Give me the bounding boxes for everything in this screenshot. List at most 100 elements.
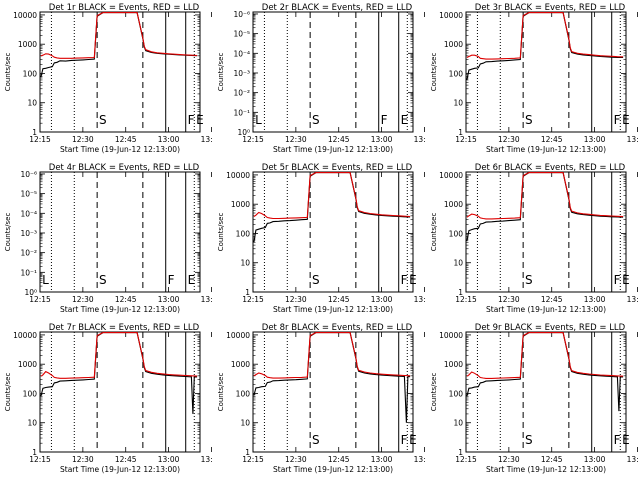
plot-frame <box>465 331 627 453</box>
chart-title: Det 3r BLACK = Events, RED = LLD <box>475 3 626 13</box>
flag-marker: F <box>614 433 621 447</box>
series-events <box>40 12 198 78</box>
x-tick-label: 12:45 <box>541 135 563 144</box>
y-axis-label: Counts/sec <box>430 373 438 412</box>
chart-title: Det 5r BLACK = Events, RED = LLD <box>262 163 413 173</box>
y-tick-label: 10000 <box>439 331 463 340</box>
flag-marker: E <box>401 113 409 127</box>
x-tick-label: 12:45 <box>115 135 137 144</box>
flag-marker: S <box>312 433 320 447</box>
y-tick-label: 1000 <box>444 360 463 369</box>
series-lld <box>40 12 198 59</box>
chart-title: Det 2r BLACK = Events, RED = LLD <box>262 3 413 13</box>
y-axis-label: Counts/sec <box>4 213 12 252</box>
y-tick-label: 10 <box>453 99 463 108</box>
y-tick-label: 10⁻⁵ <box>20 190 37 199</box>
chart-svg: Det 3r BLACK = Events, RED = LLD 1 10 100 10… <box>430 3 639 154</box>
x-tick-label: 12:45 <box>328 295 350 304</box>
y-axis-label: Counts/sec <box>430 213 438 252</box>
chart-title: Det 4r BLACK = Events, RED = LLD <box>49 163 200 173</box>
x-tick-label: 12:15 <box>29 455 51 464</box>
y-tick-label: 100 <box>236 389 251 398</box>
chart-svg: Det 4r BLACK = Events, RED = LLD 10⁰ 10⁻¹ 1… <box>4 163 213 314</box>
y-tick-label: 10 <box>27 419 37 428</box>
series-events <box>466 172 624 242</box>
y-tick-label: 10⁻¹ <box>20 268 37 277</box>
plot-frame <box>465 171 627 293</box>
chart-panel-8: Det 8r BLACK = Events, RED = LLD 1 10 100 10… <box>213 320 426 480</box>
chart-svg: Det 2r BLACK = Events, RED = LLD 10⁰ 10⁻¹ 1… <box>217 3 426 154</box>
series-events <box>40 332 198 414</box>
x-tick-label: 12:30 <box>498 135 520 144</box>
y-tick-label: 10⁻¹ <box>233 108 250 117</box>
y-tick-label: 10 <box>27 99 37 108</box>
y-axis-label: Counts/sec <box>4 53 12 92</box>
y-tick-label: 10⁻² <box>233 89 250 98</box>
flag-marker: E <box>409 433 417 447</box>
flag-marker: L <box>255 113 262 127</box>
plot-frame <box>39 331 201 453</box>
x-tick-label: 12:30 <box>285 135 307 144</box>
x-tick-label: 12:15 <box>242 135 264 144</box>
series-lld <box>253 332 411 379</box>
x-axis-label: Start Time (19-Jun-12 12:13:00) <box>273 465 393 474</box>
flag-marker: S <box>99 273 107 287</box>
flag-marker: L <box>42 273 49 287</box>
y-tick-label: 1 <box>32 128 37 137</box>
series-lld <box>40 332 198 379</box>
x-tick-label: 12:30 <box>498 455 520 464</box>
flag-marker: F <box>614 113 621 127</box>
x-tick-label: 12:45 <box>541 455 563 464</box>
x-tick-label: 12:15 <box>29 295 51 304</box>
chart-panel-5: Det 5r BLACK = Events, RED = LLD 1 10 100 10… <box>213 160 426 320</box>
flag-marker: S <box>525 273 533 287</box>
flag-marker: S <box>312 113 320 127</box>
y-tick-label: 10⁻⁶ <box>20 170 37 179</box>
x-axis-label: Start Time (19-Jun-12 12:13:00) <box>486 145 606 154</box>
x-tick-label: 13:00 <box>584 455 606 464</box>
x-tick-label: 12:30 <box>72 295 94 304</box>
x-axis-label: Start Time (19-Jun-12 12:13:00) <box>486 465 606 474</box>
chart-panel-1: Det 1r BLACK = Events, RED = LLD 1 10 100 10… <box>0 0 213 160</box>
x-axis-label: Start Time (19-Jun-12 12:13:00) <box>60 305 180 314</box>
y-tick-label: 1 <box>458 288 463 297</box>
x-tick-label: 12:30 <box>72 135 94 144</box>
chart-panel-9: Det 9r BLACK = Events, RED = LLD 1 10 100 10… <box>426 320 639 480</box>
chart-title: Det 9r BLACK = Events, RED = LLD <box>475 323 626 333</box>
chart-title: Det 7r BLACK = Events, RED = LLD <box>49 323 200 333</box>
x-tick-label: 13:00 <box>158 295 180 304</box>
x-tick-label: 13:15 <box>414 135 426 144</box>
x-tick-label: 12:30 <box>285 295 307 304</box>
x-tick-label: 12:45 <box>115 295 137 304</box>
flag-marker: F <box>614 273 621 287</box>
y-axis-label: Counts/sec <box>4 373 12 412</box>
plot-frame <box>252 331 414 453</box>
flag-marker: S <box>99 113 107 127</box>
y-tick-label: 10⁰ <box>237 128 250 137</box>
y-tick-label: 10⁻³ <box>233 69 250 78</box>
y-tick-label: 10⁰ <box>24 288 37 297</box>
x-tick-label: 12:15 <box>29 135 51 144</box>
y-axis-label: Counts/sec <box>217 373 225 412</box>
series-events <box>253 172 411 243</box>
flag-marker: E <box>622 113 630 127</box>
x-tick-label: 12:45 <box>115 455 137 464</box>
flag-marker: S <box>525 433 533 447</box>
x-tick-label: 12:30 <box>285 455 307 464</box>
flag-marker: F <box>381 113 388 127</box>
y-tick-label: 10⁻⁴ <box>20 209 37 218</box>
y-tick-label: 10⁻² <box>20 249 37 258</box>
x-axis-label: Start Time (19-Jun-12 12:13:00) <box>273 145 393 154</box>
x-tick-label: 12:30 <box>72 455 94 464</box>
series-events <box>466 12 624 81</box>
y-tick-label: 1000 <box>18 40 37 49</box>
y-tick-label: 100 <box>449 229 464 238</box>
x-tick-label: 12:45 <box>328 455 350 464</box>
chart-panel-3: Det 3r BLACK = Events, RED = LLD 1 10 100 10… <box>426 0 639 160</box>
y-tick-label: 1000 <box>231 360 250 369</box>
x-tick-label: 13:00 <box>584 295 606 304</box>
y-tick-label: 1 <box>458 128 463 137</box>
y-tick-label: 10000 <box>439 11 463 20</box>
y-axis-label: Counts/sec <box>217 53 225 92</box>
